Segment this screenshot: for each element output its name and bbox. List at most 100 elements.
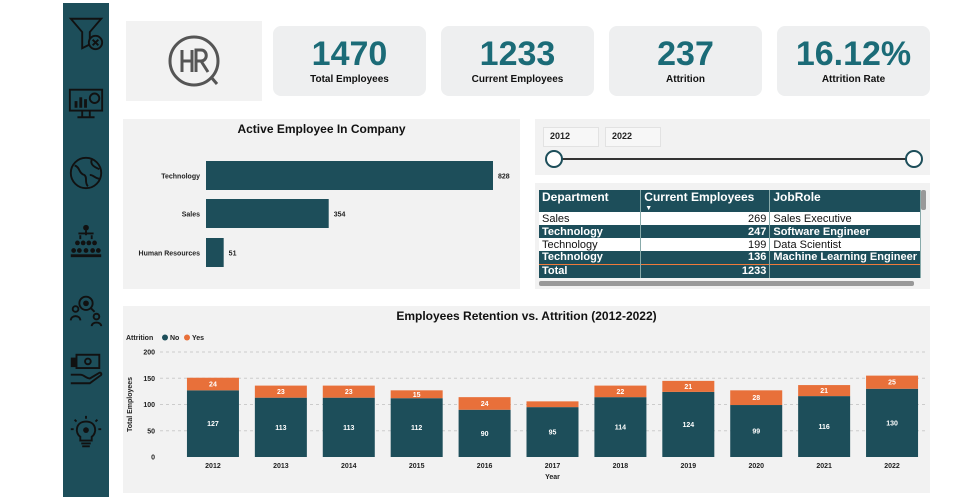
slider-track	[555, 158, 915, 160]
globe-icon[interactable]	[64, 151, 108, 195]
bar-segment-no	[526, 407, 579, 457]
cell-role: Data Scientist	[769, 238, 921, 251]
bar-segment-yes	[390, 390, 443, 399]
active-employee-chart: Technology 828 Sales 354 Human Resources 51	[139, 161, 510, 267]
cell-count: 247	[640, 225, 771, 238]
bar-segment-no	[390, 398, 443, 457]
data-label: 25	[888, 380, 896, 387]
cell-count: 199	[640, 238, 771, 251]
sidebar	[63, 3, 109, 497]
x-axis-label: Year	[545, 474, 560, 481]
bar-segment-yes	[254, 385, 307, 398]
bar	[206, 199, 329, 228]
data-label: 354	[334, 212, 346, 219]
x-tick-label: 2016	[477, 463, 493, 470]
column-header-jobrole[interactable]: JobRole	[769, 190, 921, 212]
chart-title: Active Employee In Company	[237, 122, 406, 136]
bar-segment-no	[254, 397, 307, 457]
bar-segment-no	[866, 388, 919, 457]
bar-segment-yes	[798, 385, 851, 397]
year-slicer-panel: 2012 2022	[535, 119, 930, 175]
data-label: 113	[343, 425, 354, 432]
start-year-input[interactable]: 2012	[543, 127, 599, 147]
data-label: 21	[820, 388, 828, 395]
table-horizontal-scrollbar[interactable]	[539, 281, 914, 286]
bar-segment-no	[458, 409, 511, 457]
dashboard-monitor-icon[interactable]	[64, 81, 108, 125]
data-label: 21	[684, 384, 692, 391]
data-label: 95	[549, 430, 557, 437]
x-tick-label: 2017	[545, 463, 561, 470]
data-label: 24	[481, 401, 489, 408]
y-tick-label: 150	[143, 376, 155, 383]
kpi-total-employees: 1470 Total Employees	[273, 26, 426, 96]
x-tick-label: 2012	[205, 463, 221, 470]
slider-end-handle[interactable]	[905, 150, 923, 168]
cell-count: 136	[640, 251, 771, 264]
data-label: 23	[345, 389, 353, 396]
people-search-icon[interactable]	[64, 287, 108, 331]
column-header-current-employees[interactable]: Current Employees ▼	[640, 190, 771, 212]
bar-segment-no	[730, 405, 783, 457]
bar	[206, 161, 493, 190]
y-tick-label: 0	[151, 455, 155, 462]
data-label: 124	[682, 422, 694, 429]
bar-segment-yes	[526, 401, 579, 408]
end-year-input[interactable]: 2022	[605, 127, 661, 147]
legend-marker	[184, 334, 190, 341]
hr-logo-card	[126, 21, 262, 101]
cell-count: 269	[640, 212, 771, 225]
kpi-value: 1233	[479, 35, 556, 73]
table-row[interactable]: Technology 247 Software Engineer	[539, 225, 921, 238]
kpi-attrition: 237 Attrition	[609, 26, 762, 96]
table-row[interactable]: Sales 269 Sales Executive	[539, 212, 921, 225]
kpi-value: 16.12%	[795, 35, 912, 73]
cell-department: Technology	[539, 251, 642, 264]
kpi-current-employees: 1233 Current Employees	[441, 26, 594, 96]
retention-chart: Attrition No Yes 0 50 100 150 200 Total Employee…	[126, 334, 925, 481]
data-label: 114	[615, 425, 626, 432]
cell-department: Technology	[539, 238, 642, 251]
data-label: 90	[481, 431, 489, 438]
y-tick-label: 50	[147, 428, 155, 435]
idea-bulb-icon[interactable]	[64, 411, 108, 455]
legend-title: Attrition	[126, 335, 153, 342]
data-label: 113	[275, 425, 286, 432]
data-label: 28	[752, 395, 760, 402]
table-row[interactable]: Technology 136 Machine Learning Engineer	[539, 251, 921, 264]
legend-label: Yes	[192, 335, 204, 342]
kpi-value: 237	[657, 35, 714, 73]
x-tick-label: 2014	[341, 463, 357, 470]
data-label: 22	[617, 389, 625, 396]
data-label: 130	[886, 420, 898, 427]
table-total-row: Total 1233	[539, 263, 921, 278]
retention-panel: Employees Retention vs. Attrition (2012-…	[123, 306, 930, 493]
column-header-label: Current Employees	[644, 190, 755, 204]
x-tick-label: 2022	[884, 463, 900, 470]
cell-role: Sales Executive	[769, 212, 921, 225]
bar-segment-no	[798, 396, 851, 457]
x-tick-label: 2020	[748, 463, 764, 470]
organization-icon[interactable]	[64, 219, 108, 263]
bar-segment-no	[662, 391, 715, 457]
cell-total-value: 1233	[640, 263, 771, 278]
bar-segment-no	[186, 390, 239, 457]
filter-clear-icon[interactable]	[64, 11, 108, 55]
kpi-label: Attrition Rate	[821, 74, 886, 85]
table-row[interactable]: Technology 199 Data Scientist	[539, 238, 921, 251]
table-vertical-scrollbar[interactable]	[921, 190, 926, 210]
kpi-label: Total Employees	[310, 74, 389, 85]
bar-segment-yes	[594, 385, 647, 398]
data-label: 23	[277, 389, 285, 396]
cell-role: Software Engineer	[769, 225, 921, 238]
salary-hand-icon[interactable]	[64, 347, 108, 391]
bar-segment-no	[594, 397, 647, 457]
data-label: 112	[411, 425, 422, 432]
cell-total-label: Total	[539, 263, 642, 278]
chart-title: Employees Retention vs. Attrition (2012-…	[396, 309, 657, 323]
slider-start-handle[interactable]	[545, 150, 563, 168]
kpi-label: Attrition	[666, 74, 705, 85]
bar-segment-yes	[866, 375, 919, 389]
column-header-department[interactable]: Department	[539, 190, 642, 212]
category-label: Human Resources	[139, 251, 201, 258]
